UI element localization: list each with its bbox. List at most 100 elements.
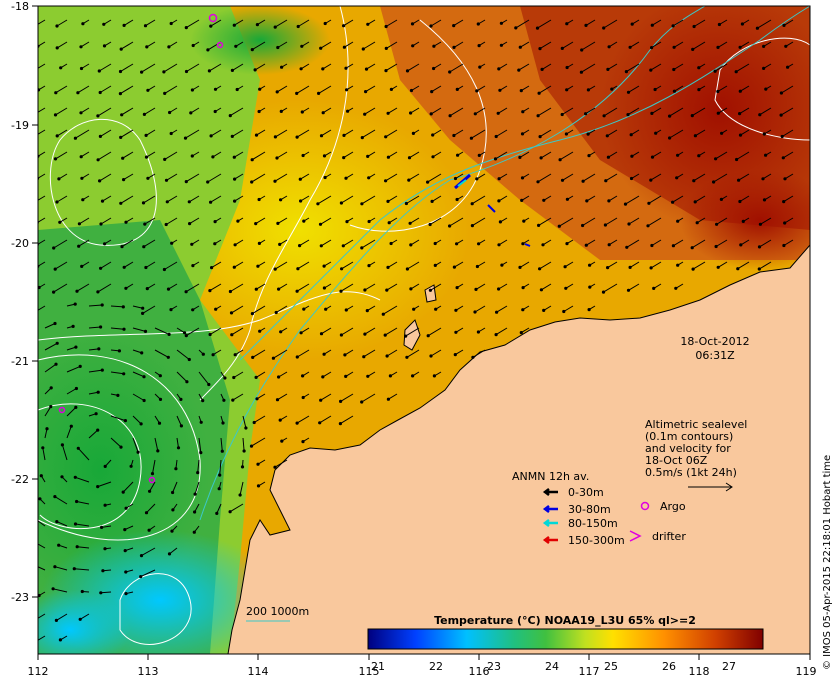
velocity-arrow-head bbox=[521, 308, 525, 312]
velocity-arrow-head bbox=[668, 136, 672, 140]
velocity-arrow-head bbox=[345, 88, 349, 92]
velocity-arrow bbox=[537, 107, 552, 117]
velocity-arrow bbox=[361, 239, 376, 249]
lon-tick-118: 118 bbox=[689, 665, 710, 678]
velocity-arrow-head bbox=[625, 245, 629, 249]
velocity-arrow bbox=[717, 41, 728, 48]
velocity-arrow-head bbox=[626, 90, 631, 94]
velocity-arrow bbox=[471, 129, 486, 139]
velocity-arrow-head bbox=[258, 87, 262, 91]
velocity-arrow bbox=[142, 305, 156, 314]
velocity-arrow bbox=[38, 107, 46, 113]
velocity-arrow-head bbox=[273, 135, 277, 139]
velocity-arrow-head bbox=[273, 179, 277, 183]
velocity-arrow-head bbox=[426, 334, 430, 338]
velocity-arrow-head bbox=[764, 153, 768, 157]
velocity-arrow-head bbox=[762, 44, 766, 49]
lat-tick--19: -19 bbox=[11, 119, 29, 132]
velocity-arrow-head bbox=[34, 112, 37, 115]
velocity-arrow bbox=[737, 261, 750, 270]
velocity-arrow-head bbox=[560, 178, 565, 182]
velocity-arrow-head bbox=[719, 197, 724, 201]
velocity-arrow-head bbox=[94, 412, 98, 416]
velocity-arrow-head bbox=[96, 485, 100, 489]
velocity-arrow-head bbox=[98, 179, 102, 183]
velocity-arrow-head bbox=[157, 421, 162, 425]
velocity-arrow-head bbox=[542, 308, 546, 312]
velocity-arrow-head bbox=[431, 155, 435, 159]
velocity-arrow bbox=[651, 239, 662, 246]
velocity-arrow bbox=[736, 151, 750, 160]
velocity-arrow bbox=[99, 85, 112, 93]
depth-arrow-icon-2 bbox=[542, 519, 558, 527]
velocity-arrow bbox=[581, 63, 596, 73]
velocity-arrow-head bbox=[52, 290, 56, 294]
velocity-arrow-head bbox=[142, 245, 146, 249]
velocity-arrow-head bbox=[386, 397, 390, 401]
velocity-arrow-head bbox=[164, 222, 168, 227]
velocity-arrow-head bbox=[167, 332, 171, 336]
velocity-arrow-head bbox=[715, 222, 719, 226]
velocity-arrow-head bbox=[455, 242, 459, 246]
velocity-arrow-head bbox=[78, 617, 82, 621]
velocity-arrow-head bbox=[557, 224, 561, 228]
velocity-arrow-head bbox=[587, 154, 591, 158]
scale-arrow-icon bbox=[688, 482, 733, 492]
velocity-arrow bbox=[559, 151, 574, 161]
velocity-arrow bbox=[449, 107, 464, 117]
velocity-arrow-head bbox=[319, 332, 324, 336]
velocity-arrow-head bbox=[120, 245, 124, 249]
velocity-arrow bbox=[628, 283, 640, 291]
velocity-arrow-head bbox=[122, 327, 126, 331]
velocity-arrow-head bbox=[411, 131, 415, 135]
velocity-arrow bbox=[176, 415, 182, 427]
velocity-arrow-head bbox=[58, 220, 62, 224]
velocity-arrow bbox=[387, 107, 398, 114]
velocity-arrow-head bbox=[76, 446, 80, 450]
velocity-arrow bbox=[693, 173, 706, 182]
velocity-arrow bbox=[386, 349, 398, 357]
velocity-arrow-head bbox=[201, 352, 205, 356]
velocity-arrow-head bbox=[676, 153, 680, 157]
velocity-arrow bbox=[718, 107, 728, 114]
velocity-arrow-head bbox=[404, 201, 408, 206]
velocity-arrow bbox=[607, 63, 618, 70]
velocity-arrow-head bbox=[564, 132, 569, 136]
velocity-arrow bbox=[625, 195, 640, 205]
velocity-arrow bbox=[607, 129, 618, 137]
lat-tick--18: -18 bbox=[11, 0, 29, 13]
velocity-arrow-head bbox=[360, 202, 364, 206]
velocity-arrow bbox=[168, 283, 178, 290]
velocity-arrow-head bbox=[342, 133, 346, 137]
velocity-arrow-head bbox=[199, 451, 203, 455]
velocity-arrow bbox=[692, 261, 706, 270]
velocity-arrow bbox=[364, 327, 376, 335]
velocity-arrow-head bbox=[539, 288, 544, 292]
velocity-arrow-head bbox=[255, 23, 259, 27]
velocity-arrow bbox=[537, 19, 552, 29]
velocity-arrow bbox=[320, 41, 332, 49]
velocity-arrow-head bbox=[623, 202, 628, 206]
velocity-arrow bbox=[520, 41, 530, 48]
velocity-arrow bbox=[110, 437, 122, 448]
velocity-arrow-head bbox=[103, 547, 107, 551]
velocity-arrow bbox=[275, 305, 288, 313]
velocity-arrow-head bbox=[586, 88, 591, 92]
velocity-arrow-head bbox=[519, 331, 523, 335]
velocity-arrow bbox=[44, 323, 56, 329]
velocity-arrow-head bbox=[494, 333, 498, 337]
velocity-arrow-head bbox=[473, 112, 477, 116]
velocity-arrow-head bbox=[697, 154, 701, 158]
velocity-arrow-head bbox=[455, 286, 459, 290]
velocity-arrow-head bbox=[692, 179, 696, 183]
velocity-arrow bbox=[410, 107, 420, 114]
velocity-arrow-head bbox=[254, 222, 258, 226]
velocity-arrow-head bbox=[233, 177, 237, 181]
velocity-arrow-head bbox=[302, 307, 306, 311]
velocity-arrow-head bbox=[233, 199, 237, 203]
velocity-arrow-head bbox=[520, 198, 524, 202]
velocity-arrow-head bbox=[344, 176, 348, 180]
velocity-arrow bbox=[672, 195, 684, 203]
velocity-arrow-head bbox=[179, 397, 183, 401]
velocity-arrow bbox=[759, 107, 772, 116]
